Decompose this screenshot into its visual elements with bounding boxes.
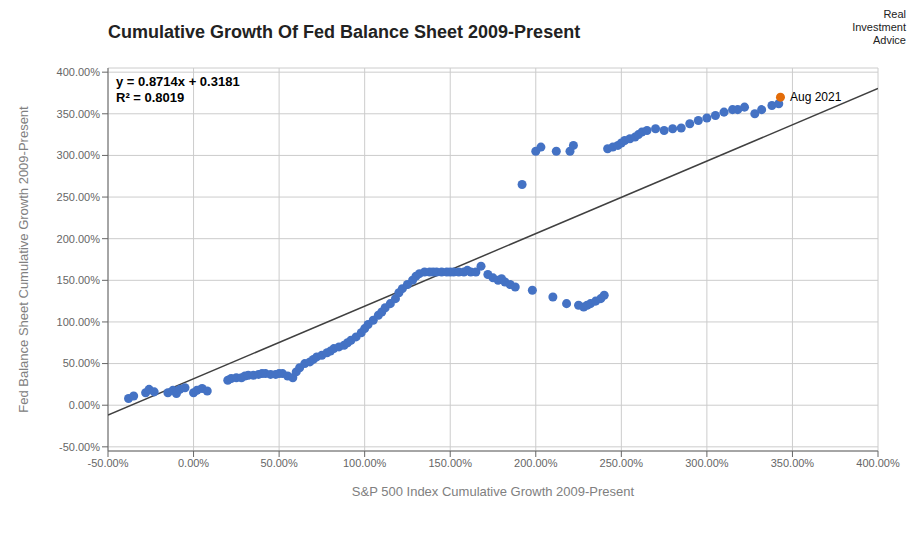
svg-text:-50.00%: -50.00% [59, 441, 100, 453]
svg-text:150.00%: 150.00% [429, 457, 473, 469]
svg-text:100.00%: 100.00% [57, 316, 101, 328]
svg-text:S&P 500 Index Cumulative Growt: S&P 500 Index Cumulative Growth 2009-Pre… [352, 484, 635, 499]
html-text:y = 0.8714x + 0.3181: y = 0.8714x + 0.3181 [116, 74, 240, 89]
html-text:Cumulative Growth Of Fed Balan: Cumulative Growth Of Fed Balance Sheet 2… [108, 22, 581, 42]
svg-text:50.00%: 50.00% [260, 457, 298, 469]
svg-text:250.00%: 250.00% [600, 457, 644, 469]
svg-text:250.00%: 250.00% [57, 191, 101, 203]
svg-text:150.00%: 150.00% [57, 274, 101, 286]
svg-text:0.00%: 0.00% [178, 457, 209, 469]
svg-text:200.00%: 200.00% [514, 457, 558, 469]
html-text:R² = 0.8019: R² = 0.8019 [116, 90, 185, 105]
svg-text:50.00%: 50.00% [63, 357, 101, 369]
html-text:Advice: Advice [873, 34, 906, 46]
svg-text:-50.00%: -50.00% [88, 457, 129, 469]
svg-text:Aug 2021: Aug 2021 [790, 90, 842, 104]
svg-text:0.00%: 0.00% [69, 399, 100, 411]
html-text:Investment: Investment [852, 21, 906, 33]
svg-text:400.00%: 400.00% [856, 457, 900, 469]
svg-text:Fed Balance Sheet Cumulative G: Fed Balance Sheet Cumulative Growth 2009… [16, 106, 31, 413]
svg-text:400.00%: 400.00% [57, 66, 101, 78]
svg-text:350.00%: 350.00% [57, 108, 101, 120]
svg-text:100.00%: 100.00% [343, 457, 387, 469]
svg-text:300.00%: 300.00% [57, 149, 101, 161]
svg-text:200.00%: 200.00% [57, 233, 101, 245]
svg-text:300.00%: 300.00% [685, 457, 729, 469]
html-text:Real: Real [883, 8, 906, 20]
svg-text:350.00%: 350.00% [771, 457, 815, 469]
